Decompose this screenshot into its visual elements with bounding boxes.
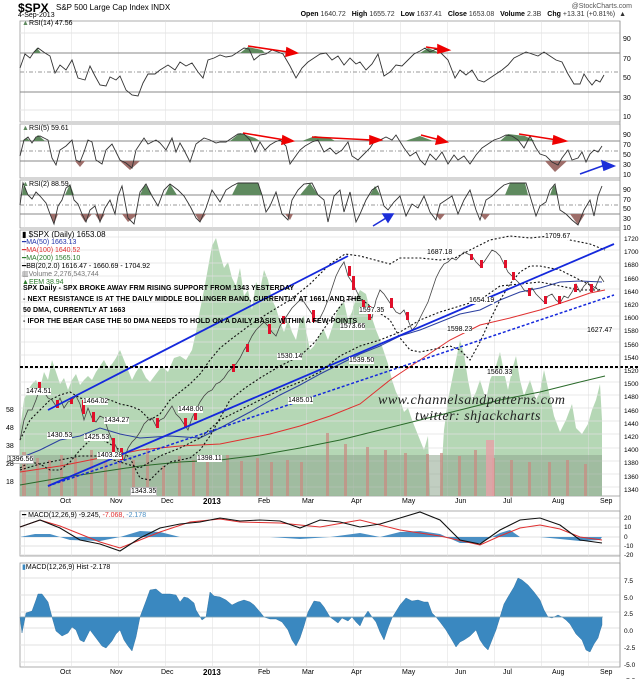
histogram-icon: ▮ <box>22 564 26 571</box>
legend-eem: ▲EEM 38.94 <box>22 279 64 286</box>
symbol-name: S&P 500 Large Cap Index INDX <box>56 3 171 12</box>
legend-ma50: ━MA(50) 1663.13 <box>22 239 77 246</box>
legend-volume: ▥Volume 2,276,543,744 <box>22 271 99 278</box>
chart-date: 4-Sep-2013 <box>18 12 55 19</box>
legend-ma100: ━MA(100) 1640.52 <box>22 247 81 254</box>
price-legend: ▮ $SPX (Daily) 1653.08 ━MA(50) 1663.13 ━… <box>22 231 150 287</box>
rsi14-label: ▲RSI(14) 47.56 <box>22 20 73 27</box>
macd-hist-panel <box>19 562 621 668</box>
price-candles <box>19 249 605 461</box>
macd-line-icon: ━ <box>22 512 27 519</box>
watermark-url: www.channelsandpatterns.com <box>378 393 566 408</box>
macd-axis: 20 10 0 -10 -20 <box>624 515 634 560</box>
rsi5-panel <box>19 123 621 179</box>
rsi-icon: ▲ <box>22 125 29 132</box>
rsi5-label: ▲RSI(5) 59.61 <box>22 125 69 132</box>
note-line-2: - NEXT RESISTANCE IS AT THE DAILY MIDDLE… <box>23 296 362 303</box>
rsi2-panel <box>19 179 621 229</box>
chart-header: $SPX S&P 500 Large Cap Index INDX @Stock… <box>0 0 640 18</box>
area-icon: ▲ <box>22 279 29 286</box>
price-panel <box>19 229 640 497</box>
rsi-icon: ▲ <box>22 181 29 188</box>
rsi5-axis: 90 70 50 30 10 <box>623 132 631 179</box>
symbol: $SPX <box>18 1 49 15</box>
rsi-icon: ▲ <box>22 20 29 27</box>
volume-icon: ▥ <box>22 271 29 278</box>
macd-panel <box>19 510 621 557</box>
rsi2-axis: 90 70 50 30 10 <box>623 187 631 232</box>
rsi14-panel <box>19 20 621 123</box>
eem-axis: 58 48 38 28 18 <box>6 407 14 486</box>
rsi14-axis: 90 70 50 30 10 <box>623 36 631 121</box>
note-line-3: 50 DMA, CURRENTLY AT 1663 <box>23 307 126 314</box>
note-line-1: SPX Daily - SPX BROKE AWAY FRM RISING SU… <box>23 285 295 292</box>
legend-bb: ━BB(20,2.0) 1616.47 - 1660.69 - 1704.92 <box>22 263 150 270</box>
candle-icon: ▮ <box>22 230 27 239</box>
price-axis: 1720 1700 1680 1660 1640 1620 1600 1580 1560 1540… <box>624 236 639 494</box>
watermark-twitter: twitter: shjackcharts <box>415 409 541 424</box>
volume-bars <box>20 433 602 496</box>
legend-ma200: ━MA(200) 1565.10 <box>22 255 81 262</box>
up-arrow-icon: ▲ <box>619 11 626 18</box>
hist-axis: 7.55.02.50.0-2.5-5.0-7.5 <box>624 578 636 679</box>
legend-price: ▮ $SPX (Daily) 1653.08 <box>22 230 106 239</box>
macd-label: ━ MACD(12,26,9) -9.245, -7.068, -2.178 <box>22 512 147 519</box>
rsi2-label: ▲RSI(2) 88.59 <box>22 181 69 188</box>
quote-bar: Open 1640.72 High 1655.72 Low 1637.41 Close… <box>300 11 626 18</box>
hist-label: ▮MACD(12,26,9) Hist -2.178 <box>22 564 111 571</box>
brand-label: @StockCharts.com <box>571 3 632 10</box>
note-line-4: - IFOR THE BEAR CASE THE 50 DMA NEEDS TO… <box>23 318 358 325</box>
